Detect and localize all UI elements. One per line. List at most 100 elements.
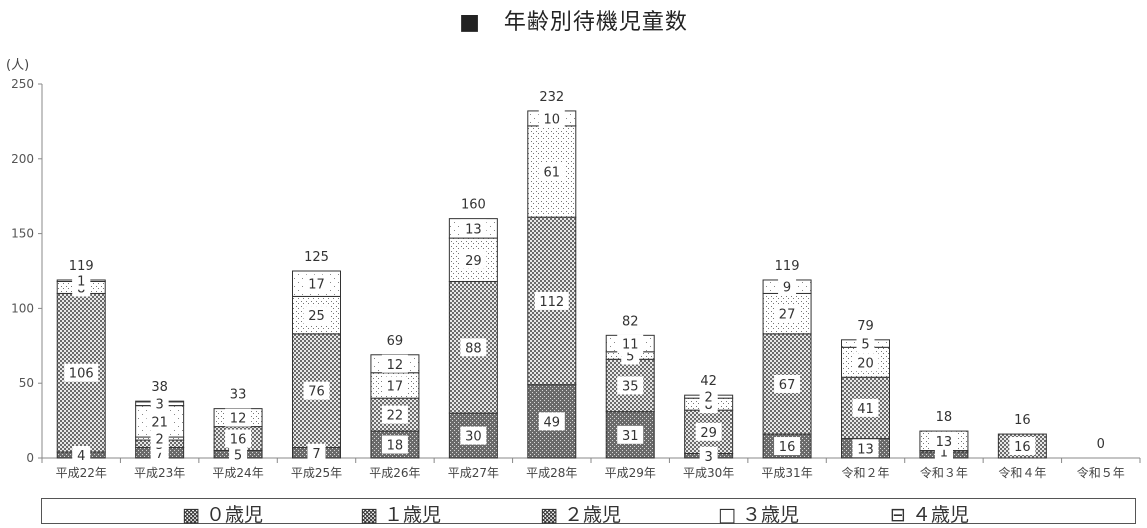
legend-symbol-icon: ▩ bbox=[540, 504, 558, 526]
data-label-bg bbox=[150, 394, 169, 413]
data-label-bg bbox=[225, 429, 252, 448]
data-label: 31 bbox=[617, 425, 644, 444]
data-label-bg bbox=[1009, 437, 1036, 456]
data-label-bg bbox=[307, 443, 326, 462]
data-label-text: 16 bbox=[1014, 440, 1031, 455]
data-label-text: 1 bbox=[940, 445, 948, 460]
legend-item: □ ３歳児 bbox=[718, 500, 799, 527]
data-label-text: 112 bbox=[539, 295, 564, 310]
data-label-text: 29 bbox=[465, 254, 482, 269]
x-tick-label: 平成30年 bbox=[683, 466, 734, 480]
data-label-text: 106 bbox=[69, 367, 94, 382]
data-label-text: 5 bbox=[626, 350, 634, 365]
legend-symbol-icon: □ bbox=[718, 504, 736, 526]
x-tick-label: 令和３年 bbox=[920, 465, 968, 480]
data-label: 30 bbox=[460, 426, 487, 445]
data-label: 41 bbox=[852, 398, 879, 417]
data-label-bg bbox=[72, 446, 91, 465]
data-label-bg bbox=[381, 376, 408, 395]
x-tick-label: 平成28年 bbox=[526, 466, 577, 480]
legend-item: ▩ １歳児 bbox=[360, 500, 441, 527]
data-label-text: 25 bbox=[308, 309, 325, 324]
total-label: 160 bbox=[461, 198, 486, 213]
data-label-text: 30 bbox=[465, 430, 482, 445]
x-tick-label: 令和５年 bbox=[1077, 465, 1125, 480]
data-label-text: 12 bbox=[230, 412, 247, 427]
legend-symbol-icon: ▩ bbox=[360, 504, 378, 526]
data-label: 106 bbox=[64, 363, 99, 382]
data-label-text: 49 bbox=[544, 415, 561, 430]
data-label: 9 bbox=[778, 277, 797, 296]
data-label-text: 29 bbox=[700, 426, 717, 441]
data-label: 10 bbox=[538, 109, 565, 128]
data-label-bg bbox=[617, 376, 644, 395]
data-label-bg bbox=[699, 446, 718, 465]
data-label: 12 bbox=[225, 408, 252, 427]
y-tick-label: 0 bbox=[26, 451, 34, 465]
data-label-text: 27 bbox=[779, 308, 796, 323]
x-tick-label: 平成26年 bbox=[369, 466, 420, 480]
data-label-bg bbox=[534, 291, 569, 310]
data-label-bg bbox=[225, 408, 252, 427]
data-label: 2 bbox=[699, 387, 718, 406]
data-label: 13 bbox=[852, 439, 879, 458]
legend-label: ４歳児 bbox=[905, 504, 969, 526]
data-label: 25 bbox=[303, 306, 330, 325]
data-label-bg bbox=[303, 274, 330, 293]
data-label-text: 4 bbox=[77, 449, 85, 464]
data-label: 27 bbox=[774, 304, 801, 323]
data-label-text: 22 bbox=[387, 409, 404, 424]
data-label: 11 bbox=[617, 334, 644, 353]
x-tick-label: 平成25年 bbox=[291, 466, 342, 480]
x-tick-label: 平成29年 bbox=[605, 466, 656, 480]
data-label-text: 5 bbox=[234, 448, 242, 463]
chart-title: ■ 年齢別待機児童数 bbox=[459, 10, 688, 35]
legend-item: ▩ ０歳児 bbox=[182, 500, 263, 527]
data-label-text: 21 bbox=[151, 415, 168, 430]
total-label: 0 bbox=[1097, 437, 1105, 452]
y-axis-unit: (人) bbox=[6, 58, 30, 73]
y-tick-label: 200 bbox=[11, 152, 34, 166]
data-label-bg bbox=[852, 398, 879, 417]
total-label: 125 bbox=[304, 250, 329, 265]
data-label-text: 12 bbox=[387, 358, 404, 373]
data-label-text: 35 bbox=[622, 379, 639, 394]
data-label: 29 bbox=[460, 250, 487, 269]
data-label: 16 bbox=[774, 437, 801, 456]
data-label-bg bbox=[150, 429, 169, 448]
legend-symbol-icon: ▩ bbox=[182, 504, 200, 526]
legend-item: ▩ ２歳児 bbox=[540, 500, 621, 527]
x-tick-label: 平成31年 bbox=[761, 466, 812, 480]
x-tick-label: 平成27年 bbox=[448, 466, 499, 480]
data-label-text: 5 bbox=[861, 338, 869, 353]
legend-label: ２歳児 bbox=[557, 504, 621, 526]
data-label-bg bbox=[460, 338, 487, 357]
data-label-bg bbox=[778, 277, 797, 296]
data-label: 35 bbox=[617, 376, 644, 395]
data-label-text: 16 bbox=[230, 433, 247, 448]
data-label-text: 16 bbox=[779, 440, 796, 455]
data-label-text: 2 bbox=[156, 433, 164, 448]
legend-item: ⊟ ４歳児 bbox=[890, 500, 969, 527]
x-tick-label: 平成23年 bbox=[134, 466, 185, 480]
data-label: 17 bbox=[303, 274, 330, 293]
data-label: 2 bbox=[150, 429, 169, 448]
data-label-bg bbox=[617, 425, 644, 444]
data-label: 76 bbox=[303, 381, 330, 400]
data-label: 5 bbox=[229, 445, 248, 464]
data-label: 112 bbox=[534, 291, 569, 310]
y-tick-label: 100 bbox=[11, 301, 34, 315]
data-label: 29 bbox=[695, 422, 722, 441]
legend-label: ０歳児 bbox=[199, 504, 263, 526]
y-tick-label: 50 bbox=[19, 376, 34, 390]
data-label-text: 17 bbox=[387, 379, 404, 394]
legend: ▩ ０歳児 ▩ １歳児 ▩ ２歳児 □ ３歳児 ⊟ ４歳児 bbox=[41, 498, 1136, 527]
total-label: 69 bbox=[387, 334, 404, 349]
data-label-text: 3 bbox=[156, 397, 164, 412]
data-label: 13 bbox=[930, 431, 957, 450]
data-label-text: 11 bbox=[622, 338, 639, 353]
data-label: 67 bbox=[774, 374, 801, 393]
data-label-text: 88 bbox=[465, 341, 482, 356]
data-label-bg bbox=[852, 353, 879, 372]
